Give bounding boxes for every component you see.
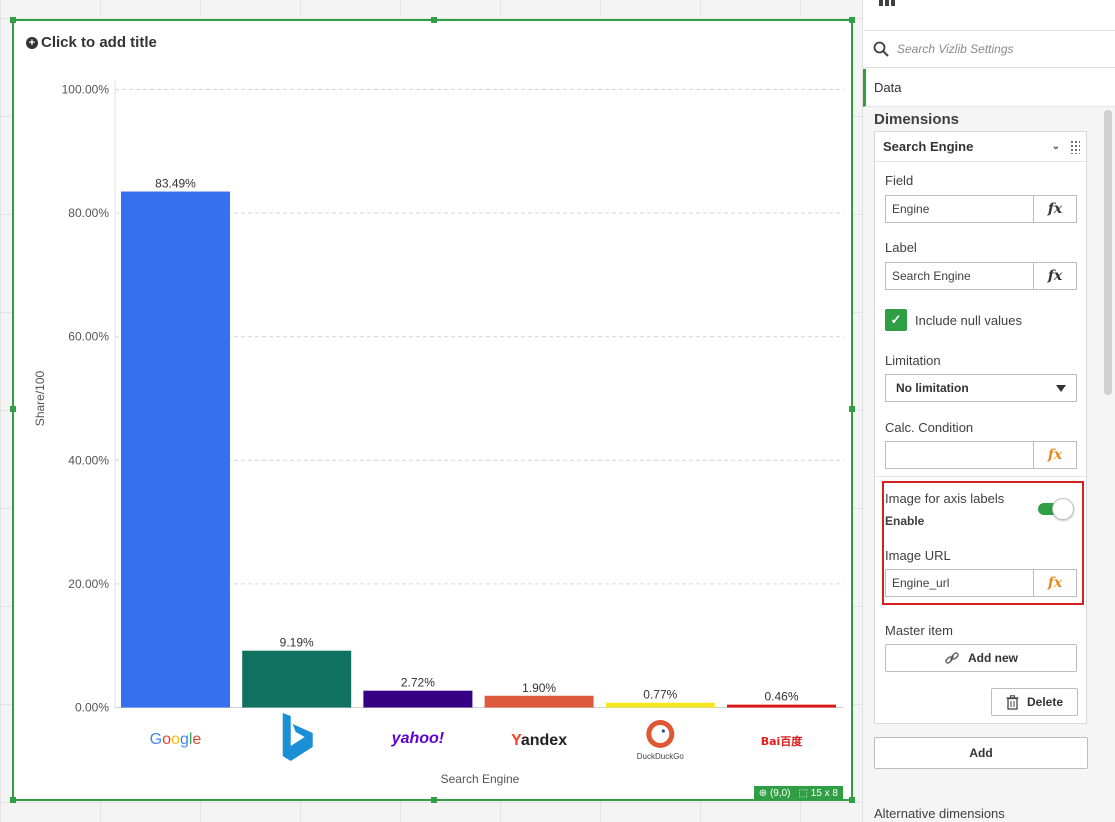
image-axis-toggle[interactable] (1038, 498, 1078, 520)
limitation-select[interactable]: No limitation (885, 374, 1077, 402)
yahoo-logo: yahoo! (391, 730, 445, 747)
chart-title[interactable]: + Click to add title (26, 34, 157, 51)
data-label: 0.77% (643, 688, 677, 702)
y-tick-label: 100.00% (62, 83, 110, 97)
resize-handle-bottom-right[interactable] (849, 797, 855, 803)
properties-panel: Search Vizlib Settings Data Dimensions S… (862, 0, 1115, 822)
resize-handle-top-right[interactable] (849, 17, 855, 23)
label-value[interactable]: Search Engine (892, 269, 971, 283)
limitation-label: Limitation (885, 353, 941, 368)
label-label: Label (885, 240, 917, 255)
data-label: 1.90% (522, 681, 556, 695)
google-logo: Google (150, 731, 202, 748)
y-tick-label: 20.00% (68, 577, 109, 591)
y-tick-label: 0.00% (75, 701, 109, 715)
dimension-name: Search Engine (883, 139, 974, 154)
field-input[interactable]: Engine fx (885, 195, 1077, 223)
bar-yandex (484, 695, 594, 708)
add-dimension-button[interactable]: Add (874, 737, 1088, 769)
data-label: 9.19% (280, 636, 314, 650)
sheet-canvas: 0.00% 20.00% 40.00% 60.00% 80.00% 100.00% Shar… (0, 0, 862, 822)
include-null-label: Include null values (915, 313, 1022, 328)
add-label: Add (969, 746, 993, 760)
add-icon: + (26, 36, 38, 49)
dimension-header[interactable]: Search Engine ⌄ (875, 132, 1086, 162)
bar-chart-icon[interactable] (879, 0, 895, 6)
resize-handle-bottom[interactable] (431, 797, 437, 803)
master-item-label: Master item (885, 623, 953, 638)
chevron-down-icon[interactable]: ⌄ (1051, 141, 1060, 152)
status-badge: ⊕ (9,0) ⬚ 15 x 8 (753, 786, 843, 800)
add-new-label: Add new (968, 651, 1018, 665)
link-icon (945, 652, 959, 664)
limitation-value: No limitation (896, 381, 969, 395)
calc-condition-label: Calc. Condition (885, 420, 974, 435)
label-input[interactable]: Search Engine fx (885, 262, 1077, 290)
resize-handle-top[interactable] (431, 17, 437, 23)
yandex-logo: Yandex (511, 732, 567, 749)
scrollbar[interactable] (1104, 110, 1112, 395)
settings-search[interactable]: Search Vizlib Settings (863, 30, 1115, 68)
y-tick-label: 40.00% (68, 453, 109, 467)
add-new-master-button[interactable]: Add new (885, 644, 1077, 672)
divider (875, 476, 1086, 477)
duckduckgo-logo-eye (661, 729, 665, 733)
image-axis-label: Image for axis labels (885, 491, 1005, 506)
y-tick-label: 60.00% (68, 330, 109, 344)
calc-condition-input[interactable]: fx (885, 441, 1077, 469)
bar-bing (242, 650, 352, 708)
search-input[interactable]: Search Vizlib Settings (897, 42, 1014, 56)
resize-handle-top-left[interactable] (10, 17, 16, 23)
include-null-checkbox[interactable]: ✓ (885, 309, 907, 331)
resize-handle-right[interactable] (849, 406, 855, 412)
dimension-card: Search Engine ⌄ Field Engine fx Label Se… (874, 131, 1087, 724)
tab-data[interactable]: Data (863, 69, 1115, 107)
dropdown-arrow-icon (1056, 385, 1066, 392)
calc-condition-value[interactable] (886, 442, 1033, 468)
duckduckgo-logo-text: DuckDuckGo (637, 752, 685, 761)
field-value[interactable]: Engine (892, 202, 930, 216)
chart-title-text: Click to add title (41, 34, 157, 51)
trash-icon (1006, 694, 1019, 710)
delete-button[interactable]: Delete (991, 688, 1078, 716)
bar-duckduckgo (605, 702, 715, 708)
data-label: 0.46% (764, 690, 798, 704)
bar-google (121, 191, 230, 708)
position-indicator: ⊕ (9,0) (758, 787, 791, 799)
size-indicator: ⬚ 15 x 8 (798, 787, 838, 799)
search-icon (873, 41, 889, 57)
dimensions-heading: Dimensions (874, 111, 960, 128)
image-url-input[interactable]: Engine_url fx (885, 569, 1077, 597)
bar-chart: 0.00% 20.00% 40.00% 60.00% 80.00% 100.00% Shar… (33, 79, 844, 786)
baidu-logo: Bai百度 (761, 734, 804, 748)
chart-object[interactable]: 0.00% 20.00% 40.00% 60.00% 80.00% 100.00% Shar… (10, 17, 855, 803)
bar-baidu (727, 704, 836, 708)
data-label: 2.72% (401, 676, 435, 690)
fx-button[interactable]: fx (1033, 196, 1076, 222)
duckduckgo-logo-face (651, 725, 670, 743)
alternative-dimensions-heading: Alternative dimensions (874, 806, 1005, 821)
drag-handle-icon[interactable] (1070, 140, 1080, 154)
fx-button[interactable]: fx (1033, 442, 1076, 468)
image-url-label: Image URL (885, 548, 951, 563)
resize-handle-left[interactable] (10, 406, 16, 412)
resize-handle-bottom-left[interactable] (10, 797, 16, 803)
image-url-value[interactable]: Engine_url (892, 576, 950, 590)
field-label: Field (885, 173, 914, 188)
data-label: 83.49% (155, 177, 196, 191)
bing-logo (282, 713, 313, 761)
fx-button[interactable]: fx (1033, 263, 1076, 289)
x-axis-title: Search Engine (441, 772, 520, 786)
image-axis-state: Enable (885, 514, 925, 528)
y-axis-title: Share/100 (33, 370, 47, 426)
highlight-annotation (882, 481, 1084, 605)
fx-button[interactable]: fx (1033, 570, 1076, 596)
delete-label: Delete (1026, 695, 1064, 709)
y-tick-label: 80.00% (68, 206, 109, 220)
bar-yahoo (363, 690, 473, 708)
